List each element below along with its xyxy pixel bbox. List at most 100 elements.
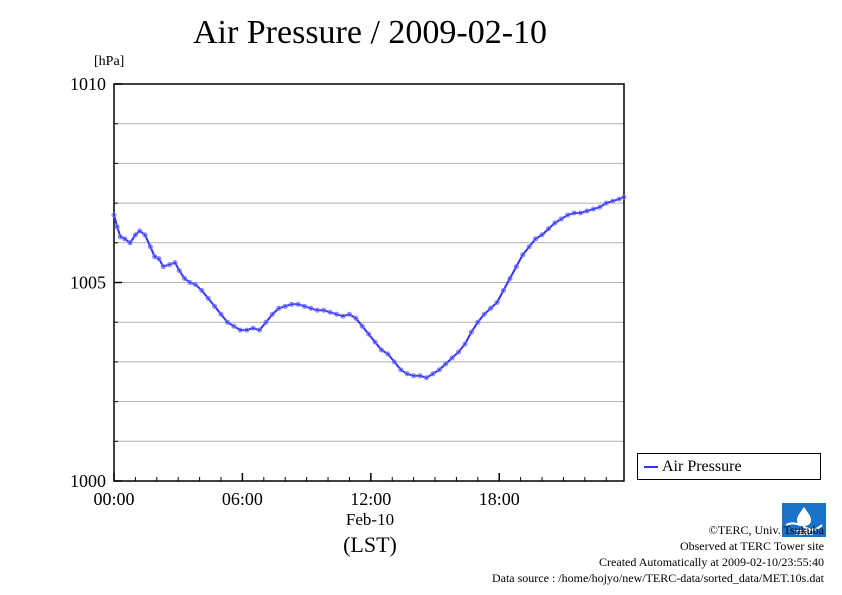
data-point — [436, 367, 442, 373]
data-point — [263, 319, 269, 325]
x-axis-timezone-label: (LST) — [343, 532, 397, 557]
credit-copyright: ©TERC, Univ. Tsukuba — [708, 523, 824, 537]
x-tick-label: 18:00 — [479, 489, 520, 509]
data-point — [111, 212, 117, 218]
data-point — [610, 198, 616, 204]
x-tick-label: 00:00 — [93, 489, 134, 509]
data-point — [456, 349, 462, 355]
data-point — [187, 280, 193, 285]
data-point — [137, 228, 143, 234]
legend: Air Pressure — [637, 453, 821, 480]
x-tick-label: 12:00 — [350, 489, 391, 509]
data-point — [117, 234, 123, 240]
data-point — [616, 196, 622, 202]
data-point — [552, 220, 558, 226]
terc-logo-icon: TERC — [782, 503, 826, 537]
series-air-pressure — [111, 194, 627, 381]
data-point — [443, 361, 449, 367]
data-point — [257, 327, 263, 333]
data-point — [176, 268, 182, 274]
data-point — [231, 323, 237, 329]
data-point — [526, 244, 532, 250]
data-point — [603, 200, 609, 206]
data-point — [590, 206, 596, 212]
data-point — [244, 327, 250, 333]
data-point — [346, 311, 352, 317]
credits-block: ©TERC, Univ. Tsukuba Observed at TERC To… — [492, 522, 824, 586]
data-point — [391, 359, 397, 365]
data-point — [205, 295, 211, 301]
credit-site: Observed at TERC Tower site — [679, 539, 824, 553]
data-point — [501, 287, 507, 293]
data-point — [578, 210, 584, 216]
data-point — [295, 301, 301, 307]
data-point — [359, 323, 365, 329]
data-point — [571, 210, 577, 216]
y-tick-label: 1000 — [70, 471, 106, 491]
data-point — [584, 208, 590, 214]
grid-lines — [114, 123, 624, 442]
data-point — [404, 371, 410, 377]
data-point — [224, 319, 230, 325]
data-point — [147, 244, 153, 250]
data-point — [282, 303, 288, 309]
data-point — [621, 194, 627, 200]
legend-swatch — [644, 465, 658, 468]
data-point — [449, 355, 455, 361]
data-point — [308, 305, 314, 311]
data-point — [353, 315, 359, 321]
data-point — [276, 305, 282, 311]
data-point — [199, 287, 205, 293]
data-point — [379, 347, 385, 353]
data-point — [237, 327, 243, 333]
y-axis-unit-label: [hPa] — [94, 54, 125, 69]
series-line — [113, 196, 625, 379]
data-point — [192, 281, 198, 287]
data-point — [340, 313, 346, 319]
data-point — [212, 303, 218, 309]
data-point — [423, 375, 429, 381]
y-tick-label: 1010 — [70, 74, 106, 94]
data-point — [366, 331, 372, 337]
data-point — [411, 373, 417, 379]
data-point — [417, 373, 423, 379]
data-point — [533, 236, 539, 242]
data-point — [334, 311, 340, 317]
x-tick-label: 06:00 — [222, 489, 263, 509]
data-point — [494, 299, 500, 305]
chart-title: Air Pressure / 2009-02-10 — [192, 14, 548, 51]
data-point — [156, 256, 162, 262]
data-point — [314, 307, 320, 313]
data-point — [385, 351, 391, 357]
data-point — [520, 252, 526, 258]
data-point — [269, 311, 275, 317]
y-tick-label: 1005 — [70, 273, 106, 293]
data-point — [218, 311, 224, 317]
credit-created: Created Automatically at 2009-02-10/23:5… — [599, 555, 824, 569]
data-point — [507, 276, 513, 282]
data-point — [398, 367, 404, 373]
data-point — [160, 264, 166, 270]
data-point — [301, 303, 307, 309]
data-point — [172, 260, 178, 266]
credit-source: Data source : /home/hojyo/new/TERC-data/… — [491, 571, 824, 585]
svg-text:TERC: TERC — [794, 530, 813, 537]
data-point — [468, 329, 474, 335]
data-point — [539, 232, 545, 238]
data-point — [182, 276, 188, 282]
tick-labels: 00:00 06:00 12:00 18:00 1000 1005 1010 — [70, 74, 520, 509]
data-point — [558, 216, 564, 222]
data-point — [122, 236, 128, 242]
data-point — [250, 325, 256, 331]
data-point — [481, 311, 487, 317]
axis-ticks — [113, 83, 607, 482]
data-point — [127, 240, 133, 246]
data-point — [142, 232, 148, 238]
data-point — [597, 204, 603, 210]
data-point — [488, 305, 494, 311]
data-point — [289, 301, 295, 307]
legend-label: Air Pressure — [662, 457, 742, 475]
data-point — [321, 307, 327, 313]
x-axis-date-label: Feb-10 — [345, 510, 395, 529]
